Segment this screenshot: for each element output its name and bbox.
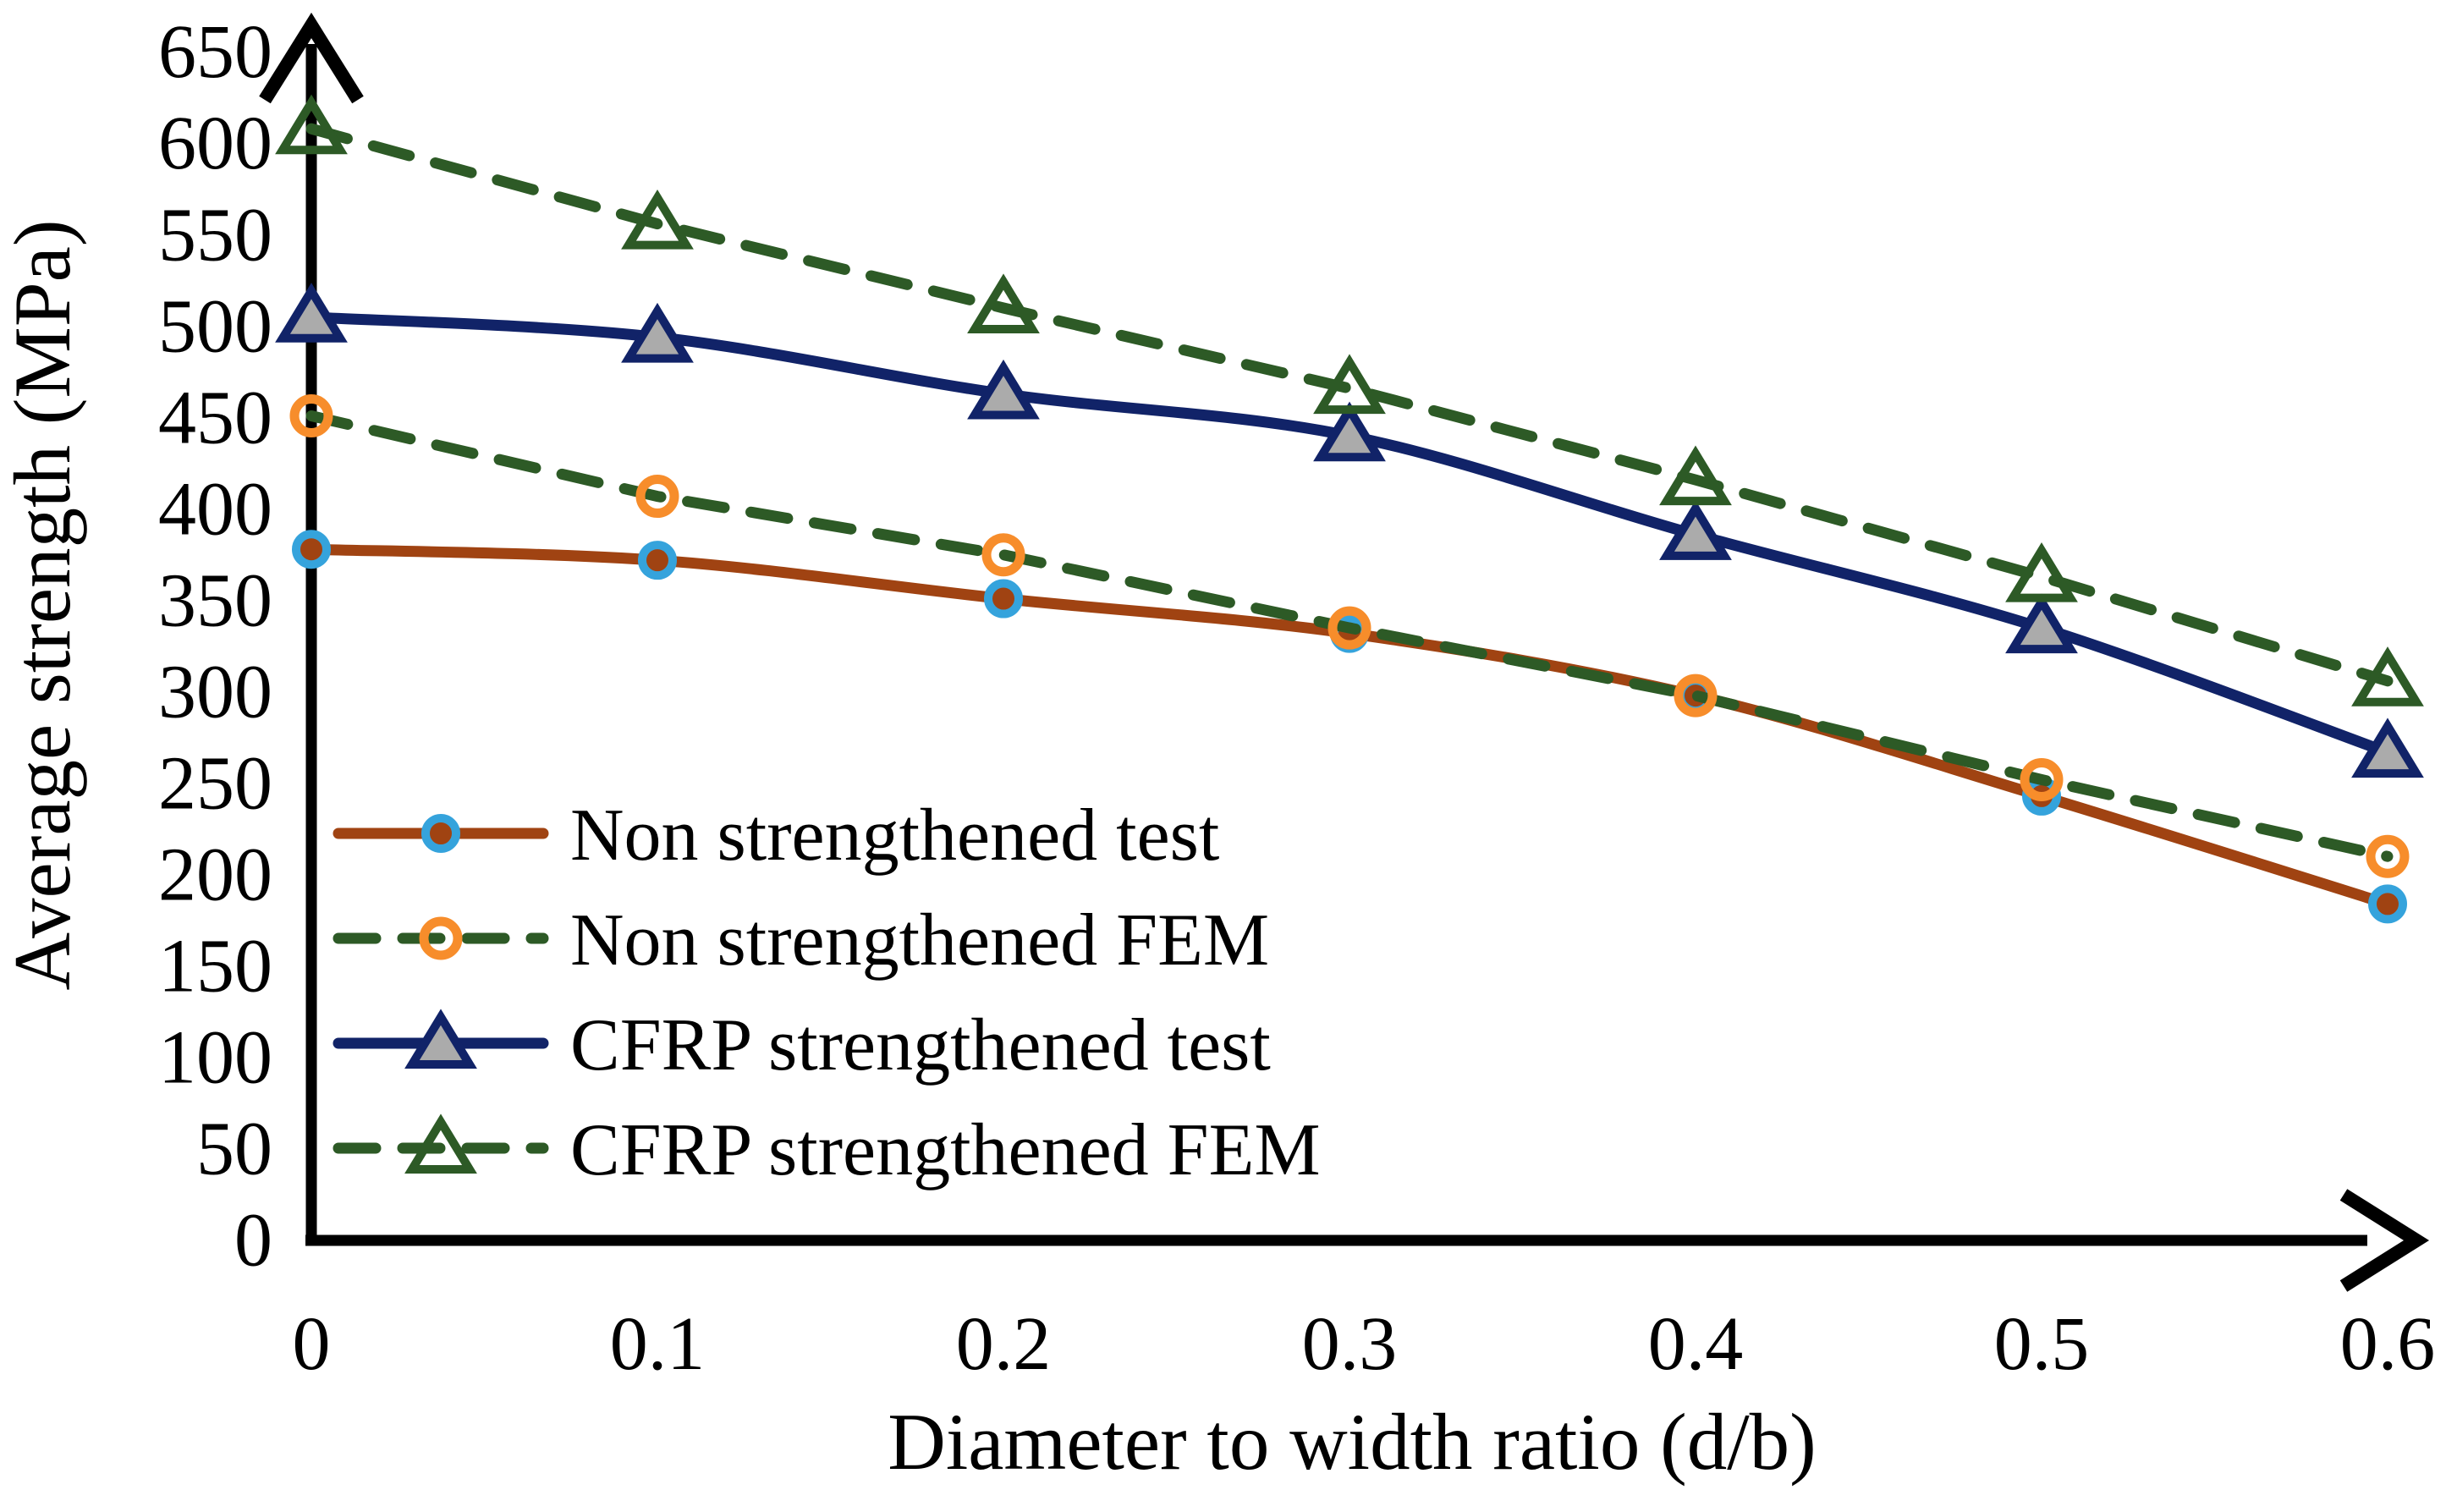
data-point-marker xyxy=(1674,674,1718,718)
y-tick-label: 200 xyxy=(158,833,272,917)
legend-label: CFRP strengthened FEM xyxy=(570,1109,1321,1191)
x-tick-label: 0 xyxy=(293,1302,331,1386)
y-tick-label: 500 xyxy=(158,284,272,368)
data-point-marker xyxy=(635,475,679,519)
data-point-marker xyxy=(981,533,1025,577)
legend-label: Non strengthened FEM xyxy=(570,899,1269,981)
data-point-marker xyxy=(621,189,694,250)
data-point-marker xyxy=(1659,500,1732,560)
data-point-marker xyxy=(638,541,677,580)
data-point-marker xyxy=(1327,606,1371,650)
legend: Non strengthened test Non strengthened FE… xyxy=(333,794,1321,1191)
y-tick-label: 150 xyxy=(158,925,272,1009)
x-tick-label: 0.6 xyxy=(2340,1302,2436,1386)
x-tick-label: 0.1 xyxy=(610,1302,706,1386)
y-tick-label: 550 xyxy=(158,193,272,277)
x-axis-title: Diameter to width ratio (d/b) xyxy=(888,1397,1816,1487)
data-point-marker xyxy=(404,1113,477,1174)
data-point-marker xyxy=(275,283,348,343)
data-point-marker xyxy=(289,393,333,437)
data-point-marker xyxy=(967,273,1040,333)
y-tick-label: 350 xyxy=(158,558,272,642)
legend-label: CFRP strengthened test xyxy=(570,1004,1271,1086)
data-point-marker xyxy=(2351,646,2424,707)
data-point-marker xyxy=(621,302,694,363)
x-tick-label: 0.4 xyxy=(1648,1302,1744,1386)
y-tick-label: 650 xyxy=(158,10,272,94)
data-point-marker xyxy=(292,530,331,569)
legend-entry-non-strengthened-fem: Non strengthened FEM xyxy=(333,899,1269,981)
series-non-strengthened-fem xyxy=(289,393,2410,878)
data-point-marker xyxy=(2366,834,2410,878)
data-point-marker xyxy=(275,94,348,155)
data-point-marker xyxy=(2020,757,2064,801)
data-point-marker xyxy=(2351,718,2424,778)
legend-entry-non-strengthened-test: Non strengthened test xyxy=(333,794,1219,877)
data-point-marker xyxy=(2005,542,2078,602)
y-tick-label: 400 xyxy=(158,467,272,551)
series-cfrp-strengthened-fem xyxy=(275,94,2424,707)
legend-entry-cfrp-strengthened-test: CFRP strengthened test xyxy=(333,1004,1271,1086)
series-line xyxy=(305,410,2394,862)
data-point-marker xyxy=(2005,593,2078,654)
data-point-marker xyxy=(1313,354,1386,415)
axes xyxy=(259,12,2430,1292)
y-tick-label: 250 xyxy=(158,742,272,826)
series-line xyxy=(305,123,2394,687)
data-point-marker xyxy=(419,916,463,960)
y-axis-arrow-icon xyxy=(259,12,364,104)
y-axis-title: Average strength (MPa) xyxy=(0,220,87,991)
series-line xyxy=(305,311,2394,758)
series-cfrp-strengthened-test xyxy=(275,283,2424,778)
legend-label: Non strengthened test xyxy=(570,794,1219,877)
x-tick-label: 0.3 xyxy=(1302,1302,1398,1386)
y-tick-label: 100 xyxy=(158,1016,272,1100)
y-tick-label: 450 xyxy=(158,376,272,459)
y-tick-label: 300 xyxy=(158,650,272,734)
data-point-marker xyxy=(2368,884,2407,924)
x-axis-arrow-icon xyxy=(2339,1189,2430,1292)
y-tick-label: 600 xyxy=(158,102,272,185)
y-tick-label: 50 xyxy=(196,1108,272,1191)
legend-entry-cfrp-strengthened-fem: CFRP strengthened FEM xyxy=(333,1109,1321,1191)
x-tick-label: 0.2 xyxy=(956,1302,1052,1386)
data-point-marker xyxy=(404,1009,477,1069)
data-point-marker xyxy=(1659,445,1732,506)
data-point-marker xyxy=(421,814,460,853)
data-point-marker xyxy=(984,579,1023,619)
data-point-marker xyxy=(967,359,1040,420)
y-tick-label: 0 xyxy=(234,1199,272,1283)
x-tick-label: 0.5 xyxy=(1994,1302,2090,1386)
data-point-marker xyxy=(1313,401,1386,462)
